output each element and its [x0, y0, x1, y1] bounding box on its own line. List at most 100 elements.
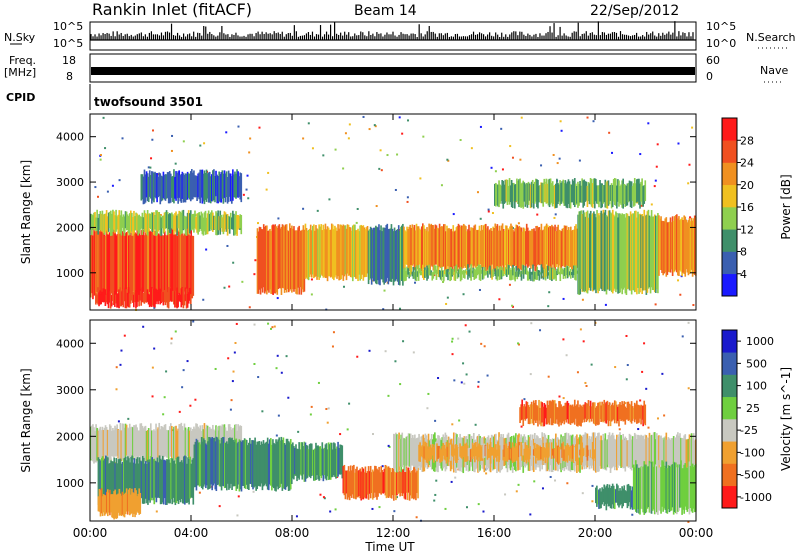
echo-cell: [153, 306, 156, 309]
echo-region-column: [492, 268, 494, 277]
echo-region-column: [294, 230, 296, 290]
echo-cell: [548, 291, 551, 294]
echo-region-column: [148, 462, 150, 501]
echo-region-column: [491, 447, 494, 456]
echo-region-column: [193, 444, 196, 488]
echo-cell: [319, 493, 322, 496]
echo-region-column: [113, 457, 116, 506]
echo-region-column: [444, 224, 446, 272]
echo-region-column: [415, 472, 417, 501]
echo-region-column: [131, 426, 133, 456]
echo-region-column: [687, 438, 690, 468]
echo-region-column: [156, 289, 158, 302]
colorbar-tick-label: 12: [740, 223, 754, 236]
echo-region-column: [638, 467, 640, 514]
echo-region-column: [656, 433, 658, 465]
echo-region-column: [318, 446, 320, 481]
echo-region-column: [603, 185, 606, 203]
echo-region-column: [338, 228, 340, 281]
echo-cell: [553, 216, 556, 219]
echo-region-column: [628, 216, 631, 291]
echo-region-column: [160, 217, 163, 236]
echo-region-column: [100, 457, 103, 500]
echo-region-column: [441, 446, 444, 462]
echo-region-column: [381, 470, 384, 494]
colorbar-tick-label: 100: [746, 380, 767, 393]
echo-region-column: [617, 485, 619, 506]
echo-region-column: [304, 442, 307, 482]
echo-region-column: [129, 291, 132, 304]
echo-region-column: [126, 427, 129, 459]
echo-region-column: [277, 225, 280, 290]
echo-region-column: [623, 183, 626, 205]
echo-region-column: [472, 267, 475, 277]
echo-region-column: [131, 235, 133, 295]
echo-region-column: [159, 458, 162, 505]
echo-region-column: [259, 444, 262, 487]
echo-region-column: [598, 489, 600, 509]
echo-region-column: [201, 169, 204, 204]
echo-region-column: [480, 225, 483, 269]
echo-region-column: [410, 470, 413, 499]
echo-region-column: [664, 436, 667, 472]
echo-region-column: [166, 430, 169, 458]
echo-region-column: [596, 436, 598, 472]
echo-region-column: [488, 230, 490, 270]
echo-region-column: [149, 287, 152, 307]
echo-region-column: [329, 229, 332, 278]
echo-region-column: [144, 174, 147, 203]
echo-region-column: [146, 289, 149, 302]
echo-region-column: [620, 490, 622, 505]
echo-region-column: [636, 179, 638, 203]
echo-region-column: [442, 442, 445, 456]
echo-region-column: [273, 442, 275, 489]
echo-region-column: [602, 488, 605, 503]
echo-region-column: [543, 226, 546, 272]
echo-region-column: [145, 234, 148, 300]
echo-cell: [447, 159, 450, 162]
echo-region-column: [549, 400, 552, 419]
echo-region-column: [650, 434, 653, 467]
echo-region-column: [310, 230, 313, 278]
echo-region-column: [192, 172, 194, 200]
echo-region-column: [175, 233, 178, 300]
echo-region-column: [560, 267, 563, 274]
echo-region-column: [532, 264, 534, 282]
echo-region-column: [177, 294, 179, 308]
echo-region-column: [121, 461, 124, 498]
y-axis-label: Slant Range [km]: [19, 160, 33, 264]
echo-region-column: [308, 228, 311, 277]
echo-region-column: [628, 485, 631, 503]
echo-region-column: [404, 466, 407, 500]
echo-cell: [689, 216, 692, 219]
echo-region-column: [500, 185, 502, 202]
echo-region-column: [652, 466, 655, 510]
x-tick-label: 04:00: [174, 526, 209, 540]
echo-region-column: [520, 227, 523, 271]
echo-region-column: [180, 422, 183, 463]
echo-cell: [637, 428, 640, 431]
echo-region-column: [512, 229, 514, 266]
echo-region-column: [563, 405, 566, 425]
echo-region-column: [161, 426, 164, 462]
echo-region-column: [513, 184, 516, 209]
echo-region-column: [668, 465, 671, 513]
echo-region-column: [257, 231, 260, 294]
echo-region-column: [448, 271, 450, 275]
echo-region-column: [116, 424, 118, 456]
echo-region-column: [521, 231, 524, 271]
echo-region-column: [147, 293, 150, 305]
echo-region-column: [105, 294, 108, 303]
echo-region-column: [115, 494, 118, 519]
echo-region-column: [117, 293, 119, 308]
echo-region-column: [435, 225, 438, 265]
echo-region-column: [576, 270, 578, 274]
echo-region-column: [622, 403, 625, 422]
echo-region-column: [135, 424, 137, 457]
echo-region-column: [172, 431, 174, 458]
echo-region-column: [592, 449, 595, 461]
echo-region-column: [662, 220, 664, 276]
echo-cell: [123, 334, 126, 337]
nsky-label: N.Sky: [4, 31, 36, 44]
echo-region-column: [234, 215, 236, 236]
